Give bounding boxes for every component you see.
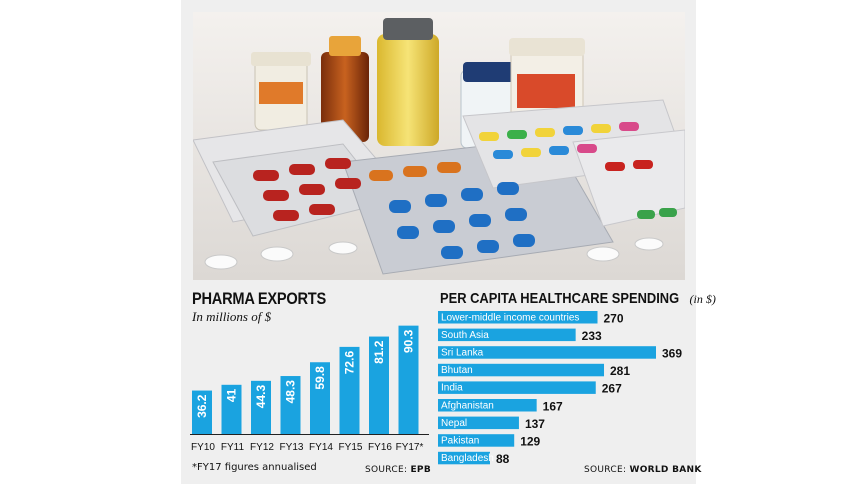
exports-category-label: FY16 [368, 442, 392, 453]
exports-bar [398, 325, 419, 434]
exports-bar [369, 336, 389, 434]
spending-bar [438, 381, 596, 394]
spending-category-label: Nepal [441, 418, 467, 429]
exports-category-label: FY11 [221, 442, 245, 453]
exports-bar [310, 362, 330, 434]
spending-value-label: 88 [496, 452, 510, 466]
exports-source-name: EPB [410, 465, 431, 475]
exports-value-label: 59.8 [313, 366, 327, 390]
exports-value-label: 48.3 [284, 380, 298, 404]
spending-category-label: Bhutan [441, 365, 473, 376]
spending-source-name: WORLD BANK [629, 465, 702, 475]
exports-value-label: 36.2 [195, 394, 209, 418]
spending-unit: (in $) [689, 292, 716, 306]
spending-value-label: 129 [520, 434, 540, 448]
exports-bar [280, 376, 301, 434]
spending-value-label: 267 [602, 382, 622, 396]
spending-category-label: India [441, 383, 463, 394]
exports-source: SOURCE: EPB [365, 465, 431, 475]
exports-value-label: 72.6 [343, 351, 357, 375]
spending-value-label: 137 [525, 417, 545, 431]
exports-category-label: FY14 [309, 442, 333, 453]
exports-category-label: FY10 [191, 442, 215, 453]
spending-value-label: 281 [610, 364, 630, 378]
exports-source-label: SOURCE: [365, 465, 408, 475]
spending-value-label: 233 [582, 329, 602, 343]
spending-bar [438, 363, 605, 377]
exports-bar [251, 380, 271, 434]
spending-category-label: Sri Lanka [441, 347, 484, 358]
exports-category-label: FY17* [396, 442, 424, 453]
spending-source-label: SOURCE: [584, 465, 627, 475]
spending-bar [438, 416, 519, 430]
exports-category-label: FY13 [280, 442, 304, 453]
exports-value-label: 41 [225, 388, 239, 402]
spending-value-label: 167 [543, 399, 563, 413]
spending-category-label: Afghanistan [441, 400, 494, 411]
exports-value-label: 81.2 [372, 340, 386, 364]
exports-bar [221, 384, 242, 434]
spending-source: SOURCE: WORLD BANK [584, 465, 702, 475]
spending-bar [438, 311, 598, 324]
spending-category-label: South Asia [441, 330, 489, 341]
exports-footnote: *FY17 figures annualised [192, 462, 317, 473]
exports-bar [192, 390, 212, 434]
exports-value-label: 44.3 [254, 385, 268, 409]
exports-value-label: 90.3 [402, 329, 416, 353]
spending-category-label: Pakistan [441, 435, 479, 446]
spending-bar-chart: Lower-middle income countries 270 South As… [438, 311, 682, 466]
spending-bar [438, 346, 656, 359]
spending-bar [438, 434, 515, 447]
exports-title: PHARMA EXPORTS [192, 289, 326, 308]
spending-category-label: Lower-middle income countries [441, 312, 579, 323]
exports-category-label: FY15 [339, 442, 363, 453]
pharmaceutical-products-photo [193, 12, 685, 280]
spending-value-label: 270 [604, 311, 624, 325]
exports-bar [339, 346, 360, 434]
spending-category-label: Bangladesh [441, 453, 494, 464]
exports-bar-chart: 36.2 FY10 41 FY11 44.3 FY12 48.3 FY13 59.8 FY14 72… [190, 325, 429, 453]
exports-subtitle: In millions of $ [192, 309, 272, 324]
spending-title-row: PER CAPITA HEALTHCARE SPENDING (in $) [440, 290, 716, 308]
spending-title: PER CAPITA HEALTHCARE SPENDING [440, 290, 680, 307]
exports-category-label: FY12 [250, 442, 274, 453]
spending-bar [438, 451, 490, 465]
spending-value-label: 369 [662, 346, 682, 360]
spending-bar [438, 328, 576, 342]
spending-bar [438, 399, 537, 412]
